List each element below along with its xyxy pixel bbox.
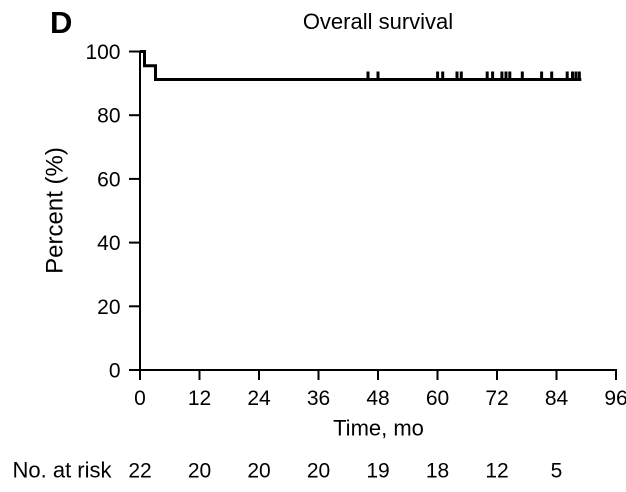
svg-text:20: 20 [307, 459, 330, 482]
svg-text:5: 5 [551, 459, 563, 482]
svg-text:84: 84 [545, 387, 569, 410]
svg-text:D: D [50, 5, 72, 40]
svg-text:60: 60 [426, 387, 449, 410]
svg-text:0: 0 [134, 387, 146, 410]
svg-text:20: 20 [247, 459, 270, 482]
svg-text:24: 24 [247, 387, 271, 410]
svg-text:36: 36 [307, 387, 330, 410]
svg-text:Overall survival: Overall survival [303, 9, 453, 34]
svg-text:Time, mo: Time, mo [333, 416, 424, 441]
svg-text:96: 96 [604, 387, 626, 410]
svg-text:12: 12 [485, 459, 508, 482]
svg-text:80: 80 [97, 105, 120, 128]
svg-text:48: 48 [366, 387, 389, 410]
svg-text:19: 19 [366, 459, 389, 482]
svg-text:12: 12 [188, 387, 211, 410]
svg-text:22: 22 [128, 459, 151, 482]
svg-text:40: 40 [97, 232, 120, 255]
svg-text:20: 20 [188, 459, 211, 482]
svg-text:No. at risk: No. at risk [13, 457, 113, 482]
svg-text:20: 20 [97, 296, 120, 319]
svg-text:72: 72 [485, 387, 508, 410]
svg-text:18: 18 [426, 459, 449, 482]
svg-text:Percent (%): Percent (%) [42, 147, 69, 274]
svg-text:60: 60 [97, 168, 120, 191]
svg-text:100: 100 [85, 41, 120, 64]
svg-text:0: 0 [109, 360, 121, 383]
